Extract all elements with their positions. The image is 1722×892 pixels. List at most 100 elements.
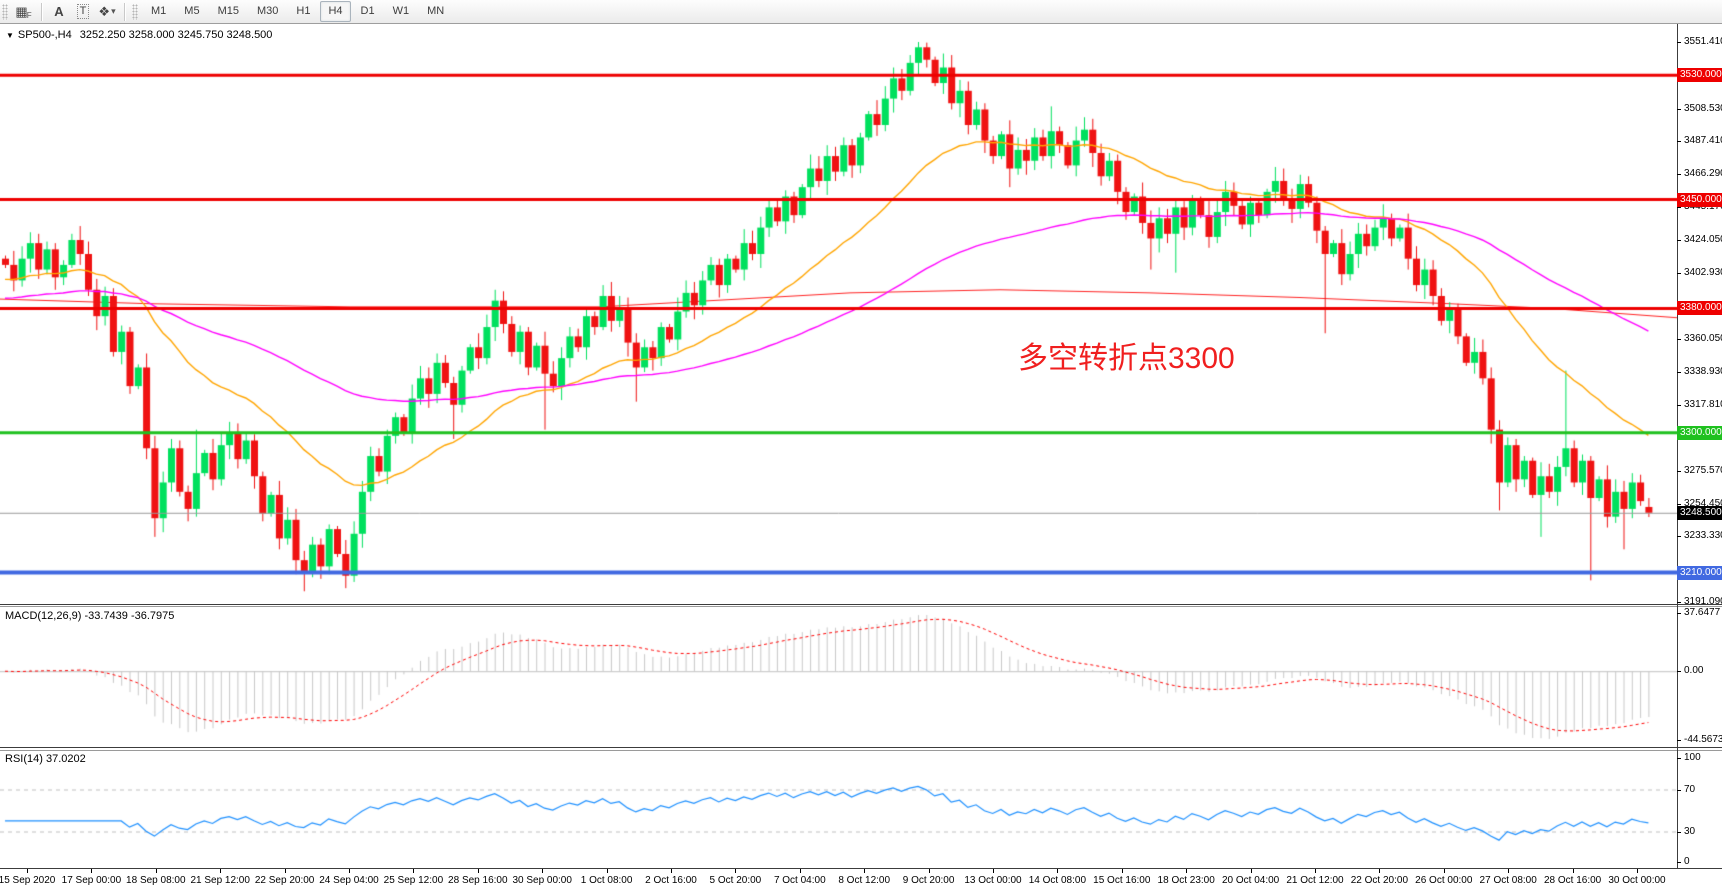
timeframe-button-mn[interactable]: MN [427,5,445,17]
time-label: 9 Oct 20:00 [902,875,955,886]
time-tick-mark [91,869,93,873]
price-level-badge: 3300.000 [1677,425,1722,440]
time-label: 15 Oct 16:00 [1093,875,1151,886]
price-tick: 3402.930 [1677,267,1722,279]
main-chart-canvas[interactable] [0,24,1677,604]
ohlc-values: 3252.250 3258.000 3245.750 3248.500 [79,29,273,41]
toolbar-drag-handle[interactable] [2,3,8,20]
time-axis[interactable]: 15 Sep 2020 17 Sep 00:00 18 Sep 08:00 21 Se… [0,869,1722,892]
time-label: 25 Sep 12:00 [383,875,444,886]
price-tick: 3233.330 [1677,530,1722,542]
price-axis[interactable]: 3551.410 3508.530 3487.410 3466.290 3445.170… [1676,24,1722,868]
time-label: 14 Oct 08:00 [1028,875,1087,886]
timeframe-button-w1[interactable]: W1 [392,5,410,17]
time-tick-mark [284,869,286,873]
time-tick-mark [542,869,544,873]
time-tick-mark [1121,869,1123,873]
time-tick-mark [413,869,415,873]
time-tick-mark [671,869,672,873]
time-label: 1 Oct 08:00 [580,875,633,886]
price-tick: 3466.290 [1677,168,1722,180]
rsi-tick: 30 [1676,825,1696,837]
time-label: 30 Oct 00:00 [1608,875,1666,886]
timeframe-button-m30[interactable]: M30 [256,5,279,17]
panel-separator[interactable] [0,604,1722,605]
time-tick-mark [928,869,930,873]
time-label: 27 Oct 08:00 [1479,875,1537,886]
time-label: 5 Oct 20:00 [709,875,762,886]
macd-name: MACD(12,26,9) [5,610,82,622]
chevron-down-icon: ▾ [111,6,116,16]
toolbar: ▦ F A T ❖ ▾ M1 M5 M15 M30 H1 H4 D1 W1 MN [0,0,1722,24]
rsi-tick: 0 [1677,856,1690,867]
timeframe-button-h4[interactable]: H4 [320,1,351,22]
price-tick: 3551.410 [1677,36,1722,48]
time-label: 15 Sep 2020 [0,875,56,886]
toolbar-separator [124,2,125,21]
time-axis-line [0,868,1722,869]
panel-separator [0,750,1722,751]
macd-label: MACD(12,26,9) -33.7439 -36.7975 [5,610,174,622]
macd-tick: 0.00 [1676,665,1704,677]
rsi-panel-canvas[interactable] [0,751,1677,868]
macd-tick: 37.6477 [1676,607,1721,618]
price-level-badge: 3380.000 [1677,301,1722,316]
timeframe-button-d1[interactable]: D1 [360,5,375,17]
timeframe-button-h1[interactable]: H1 [296,5,311,17]
price-tick: 3191.090 [1677,596,1722,608]
rsi-label: RSI(14) 37.0202 [5,753,86,765]
timeframe-button-m15[interactable]: M15 [217,5,239,17]
time-label: 21 Oct 12:00 [1286,875,1344,886]
price-tick: 3487.410 [1677,135,1722,147]
price-tick: 3445.170 [1677,201,1722,213]
price-level-badge: 3450.000 [1677,192,1722,207]
panel-separator[interactable] [0,747,1722,748]
panel-separator [0,606,1722,607]
time-label: 18 Oct 23:00 [1157,875,1215,886]
macd-tick: -44.5673 [1676,734,1722,746]
time-tick-mark [349,869,350,873]
indicator-grid-icon-button[interactable]: ▦ F [13,2,35,22]
price-level-badge: 3530.000 [1677,68,1722,83]
time-tick-mark [155,869,157,873]
time-label: 17 Sep 00:00 [61,875,122,886]
timeframe-button-m5[interactable]: M5 [184,5,200,17]
chart-title: ▼ SP500-,H4 3252.250 3258.000 3245.750 324… [6,29,272,41]
time-label: 21 Sep 12:00 [190,875,250,886]
time-tick-mark [993,869,994,873]
time-tick-mark [799,869,801,873]
price-level-badge: 3248.500 [1677,505,1722,520]
time-tick-mark [477,869,479,873]
time-label: 8 Oct 12:00 [838,875,891,886]
price-axis-line [1677,24,1678,868]
toolbar-separator [41,2,42,21]
time-tick-mark [864,869,866,873]
symbol-period: SP500-,H4 [17,29,72,41]
price-tick: 3508.530 [1677,103,1722,115]
time-tick-mark [735,869,737,873]
time-label: 2 Oct 16:00 [645,875,697,886]
time-label: 26 Oct 00:00 [1415,875,1473,886]
timeframe-button-m1[interactable]: M1 [151,5,167,17]
macd-panel-canvas[interactable] [0,607,1677,747]
toolbar-drag-handle[interactable] [132,3,138,20]
time-label: 30 Sep 00:00 [512,875,572,886]
time-label: 20 Oct 04:00 [1221,875,1280,886]
text-tool-button[interactable]: T [72,2,94,22]
price-tick: 3360.050 [1677,333,1722,345]
indicator-grid-icon: ▦ [15,3,28,19]
letter-a-button[interactable]: A [48,2,70,22]
time-label: 24 Sep 04:00 [319,875,379,886]
price-tick: 3254.450 [1677,498,1722,510]
rsi-value: 37.0202 [45,753,86,765]
time-tick-mark [27,869,28,873]
symbol-dropdown-caret[interactable]: ▼ [6,31,14,40]
macd-values: -33.7439 -36.7975 [84,610,175,622]
time-tick-mark [1572,869,1574,873]
rsi-name: RSI(14) [5,753,43,765]
price-tick: 3338.930 [1677,366,1722,378]
shapes-tool-button[interactable]: ❖ ▾ [96,2,118,22]
indicator-grid-icon-sub: F [26,11,32,20]
time-label: 22 Sep 20:00 [254,875,315,886]
